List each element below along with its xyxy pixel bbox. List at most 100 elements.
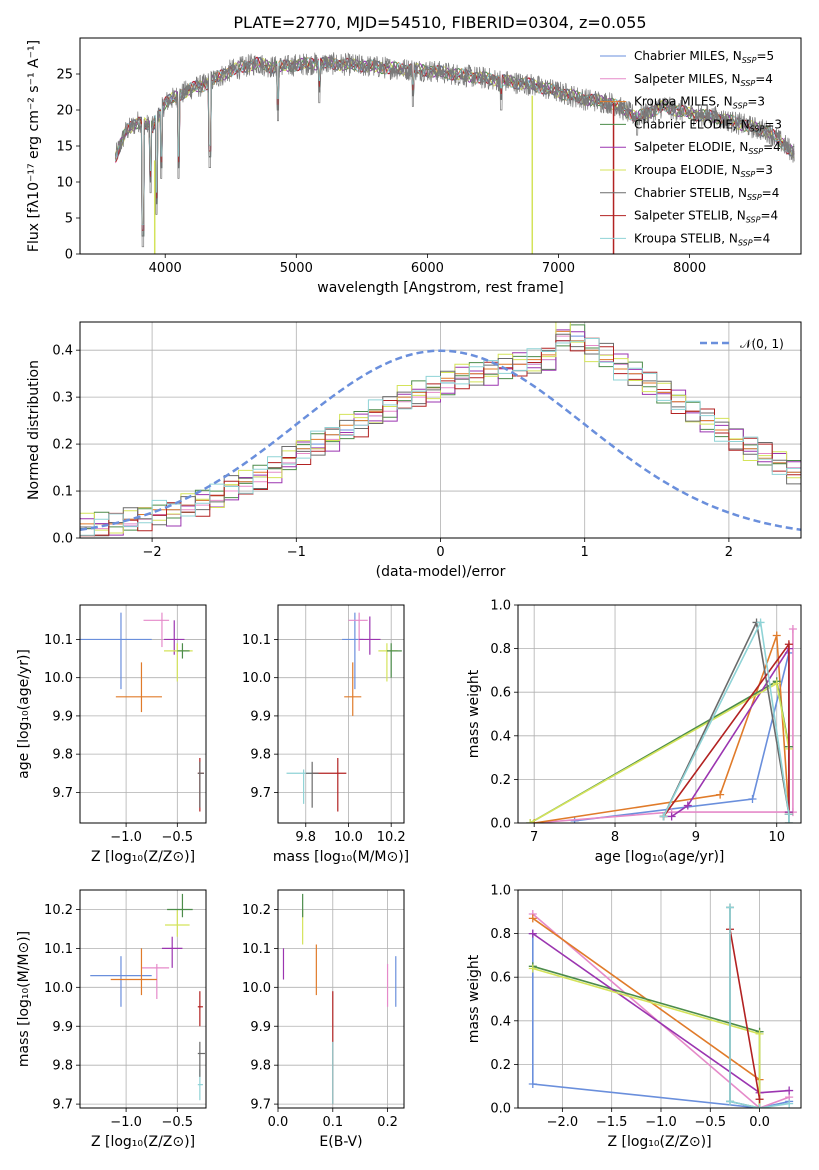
legend: 𝒩(0, 1) (700, 337, 784, 351)
y-tick-label: 9.9 (250, 1020, 271, 1035)
y-tick-label: 10.2 (44, 903, 73, 918)
x-tick-label: 8 (611, 830, 619, 845)
y-tick-label: 10.1 (242, 942, 271, 957)
series-marker (528, 1080, 537, 1089)
legend-label: Chabrier STELIB, NSSP=4 (634, 186, 779, 202)
plot-area-5 (518, 605, 801, 823)
x-axis-label: E(B-V) (319, 1134, 362, 1150)
y-tick-label: 0.2 (490, 773, 511, 788)
series-line (532, 933, 790, 1108)
legend-label: Kroupa STELIB, NSSP=4 (634, 231, 770, 247)
legend-label: Salpeter MILES, NSSP=4 (634, 72, 773, 88)
y-tick-label: 0.4 (490, 729, 511, 744)
x-tick-label: 9 (692, 830, 700, 845)
series-marker (755, 1029, 764, 1038)
y-tick-label: 9.9 (250, 709, 271, 724)
series-marker (784, 810, 793, 819)
y-tick-label: 15 (56, 140, 73, 155)
y-axis-label: mass [log₁₀(M/M⊙)] (16, 931, 32, 1067)
y-tick-label: 0.6 (490, 971, 511, 986)
y-axis-label: Normed distribution (26, 360, 42, 500)
plot-area-7 (278, 890, 404, 1108)
axes-frame (79, 604, 207, 824)
series-marker (726, 903, 735, 912)
y-tick-label: 10.1 (44, 633, 73, 648)
x-tick-label: −2.0 (547, 1115, 579, 1130)
x-axis-label: age [log₁₀(age/yr)] (595, 849, 725, 865)
y-tick-label: 9.7 (250, 1098, 271, 1113)
x-axis-label: (data-model)/error (376, 564, 506, 580)
panel-7: 0.0 0.1 0.2 9.7 9.8 9.9 10.0 10.1 10.2 E(B-V) (242, 889, 405, 1150)
series-line (729, 929, 761, 1100)
x-axis-label: Z [log₁₀(Z/Z⊙)] (91, 849, 195, 865)
plot-area-4 (278, 605, 404, 823)
y-tick-label: 0.3 (52, 391, 73, 406)
axes-frame (517, 889, 802, 1109)
series-line (532, 913, 790, 1108)
x-axis-label: Z [log₁₀(Z/Z⊙)] (91, 1134, 195, 1150)
series-marker (726, 1097, 735, 1106)
x-tick-label: −1.0 (110, 830, 142, 845)
y-tick-label: 5 (65, 212, 73, 227)
x-tick-label: 7 (530, 830, 538, 845)
plot-area-6 (80, 890, 206, 1108)
normal-curve (80, 349, 801, 532)
y-tick-label: 9.7 (52, 786, 73, 801)
y-tick-label: 0.4 (490, 1014, 511, 1029)
series-marker (755, 1104, 764, 1108)
x-tick-label: −1.0 (645, 1115, 677, 1130)
histogram-step (80, 338, 801, 536)
x-tick-label: −0.5 (162, 1115, 194, 1130)
legend-label: Salpeter ELODIE, NSSP=4 (634, 140, 781, 156)
legend-label: Chabrier MILES, NSSP=5 (634, 49, 774, 65)
series-marker (772, 631, 781, 640)
series-marker (755, 1095, 764, 1104)
series-marker (772, 679, 781, 688)
series-marker (785, 1086, 794, 1095)
series-marker (748, 795, 757, 804)
series-line (534, 635, 790, 823)
panel-3: −1.0 −0.5 9.7 9.8 9.9 10.0 10.1 Z [log₁₀(Z/Z⊙)]… (16, 604, 207, 865)
panel-5: 7 8 9 10 0.0 0.2 0.4 0.6 0.8 1.0 age [log₁₀(age/yr… (466, 599, 802, 865)
x-tick-label: 10.2 (377, 830, 406, 845)
y-tick-label: 0.4 (52, 344, 73, 359)
y-tick-label: 10 (56, 176, 73, 191)
y-tick-label: 0.2 (490, 1058, 511, 1073)
series-marker (683, 801, 692, 810)
y-tick-label: 10.0 (44, 671, 73, 686)
panel-6: −1.0 −0.5 9.7 9.8 9.9 10.0 10.1 10.2 Z [log₁₀(Z/… (16, 889, 207, 1150)
x-tick-label: 0.0 (749, 1115, 770, 1130)
series-marker (659, 812, 668, 821)
axes-frame (79, 889, 207, 1109)
y-tick-label: 9.8 (250, 748, 271, 763)
x-axis-label: mass [log₁₀(M/M⊙)] (273, 849, 409, 865)
y-tick-label: 9.8 (250, 1059, 271, 1074)
x-tick-label: 0.2 (377, 1115, 398, 1130)
legend-label: Chabrier ELODIE, NSSP=3 (634, 117, 782, 133)
panel-1: 4000 5000 6000 7000 8000 0 5 10 15 20 25 wavelength… (26, 37, 802, 296)
axes-frame (517, 604, 802, 824)
series-marker (526, 819, 535, 823)
x-tick-label: 9.8 (295, 830, 316, 845)
panel-2: −2 −1 0 1 2 0.0 0.1 0.2 0.3 0.4 (data-model)/error… (26, 321, 802, 580)
plot-area-2 (80, 322, 801, 538)
x-tick-label: 5000 (280, 261, 313, 276)
panel-4: 9.8 10.0 10.2 9.7 9.8 9.9 10.0 10.1 mass [log₁₀(… (242, 604, 409, 865)
axes-frame (277, 889, 405, 1109)
series-marker (784, 819, 793, 823)
x-tick-label: 4000 (149, 261, 182, 276)
x-tick-label: 1 (581, 545, 589, 560)
y-tick-label: 9.7 (52, 1098, 73, 1113)
x-tick-label: 10 (768, 830, 785, 845)
y-tick-label: 20 (56, 104, 73, 119)
y-tick-label: 10.2 (242, 903, 271, 918)
series-marker (528, 914, 537, 923)
y-tick-label: 0.8 (490, 927, 511, 942)
y-axis-label: mass weight (466, 954, 482, 1043)
y-tick-label: 0 (65, 248, 73, 263)
y-tick-label: 0.0 (52, 532, 73, 547)
x-axis-label: wavelength [Angstrom, rest frame] (317, 280, 563, 296)
series-marker (528, 929, 537, 938)
y-tick-label: 0.2 (52, 438, 73, 453)
panel-8: −2.0 −1.5 −1.0 −0.5 0.0 0.0 0.2 0.4 0.6 0.8 1.0 Z [… (466, 884, 802, 1150)
